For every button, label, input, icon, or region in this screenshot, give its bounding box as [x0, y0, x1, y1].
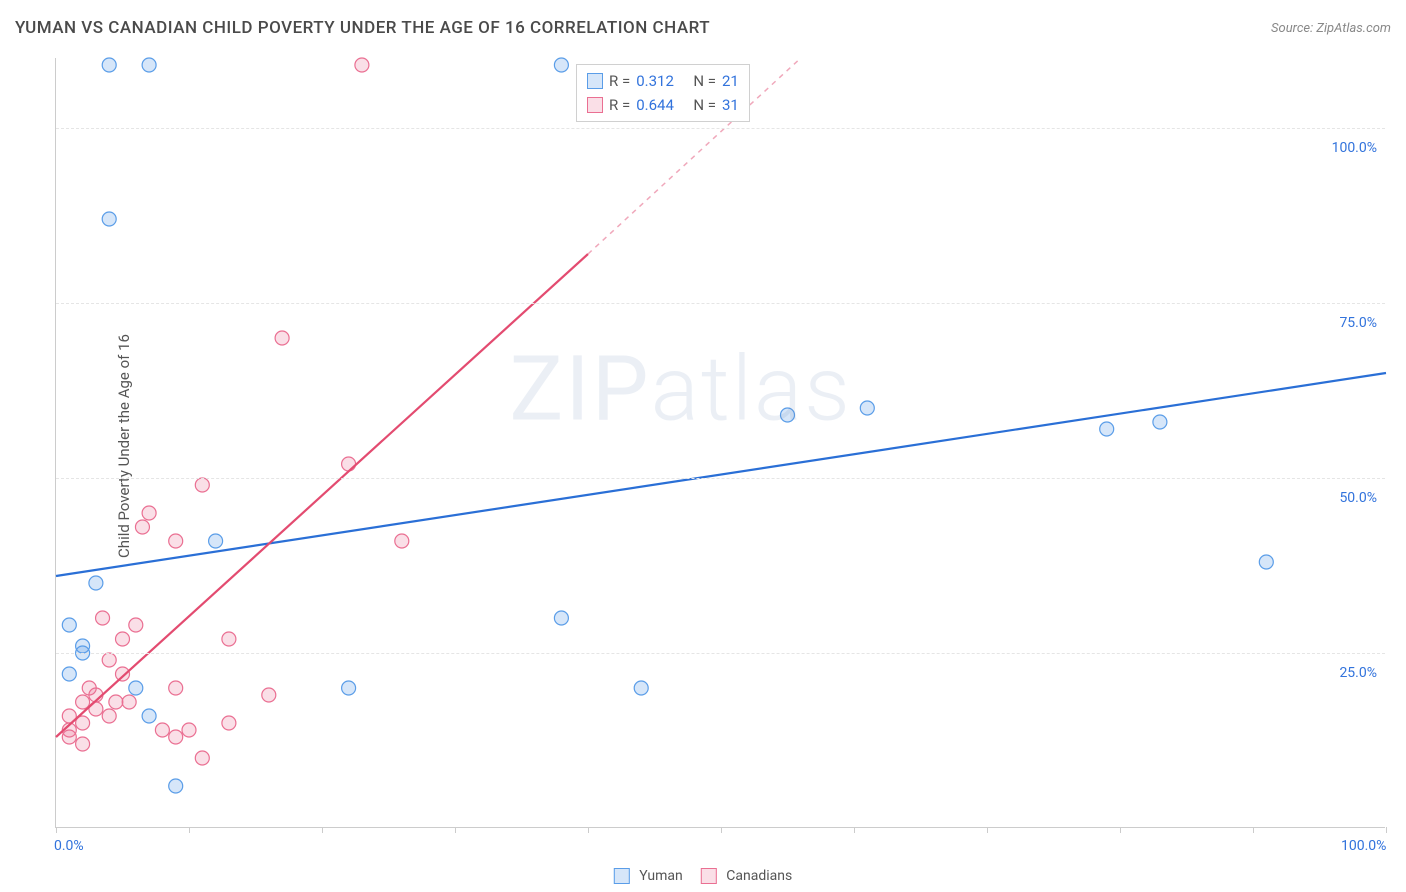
- data-point: [102, 58, 116, 72]
- trend-line: [56, 254, 588, 737]
- x-tick: [56, 827, 57, 833]
- x-tick: [1253, 827, 1254, 833]
- n-label: N =: [693, 72, 716, 90]
- data-point: [262, 688, 276, 702]
- x-tick: [854, 827, 855, 833]
- data-point: [554, 611, 568, 625]
- plot-area: 25.0%50.0%75.0%100.0% 0.0%100.0% ZIPatla…: [55, 58, 1385, 828]
- stats-swatch: [587, 73, 603, 89]
- header-row: YUMAN VS CANADIAN CHILD POVERTY UNDER TH…: [15, 18, 1391, 38]
- x-tick: [1386, 827, 1387, 833]
- swatch-canadians: [701, 868, 717, 884]
- y-tick-label: 100.0%: [1332, 140, 1377, 156]
- data-point: [781, 408, 795, 422]
- y-tick-label: 50.0%: [1339, 490, 1377, 506]
- n-label: N =: [693, 96, 716, 114]
- data-point: [169, 534, 183, 548]
- grid-line: [56, 128, 1385, 129]
- data-point: [1259, 555, 1273, 569]
- data-point: [1153, 415, 1167, 429]
- data-point: [182, 723, 196, 737]
- stats-swatch: [587, 97, 603, 113]
- data-point: [116, 632, 130, 646]
- data-point: [96, 611, 110, 625]
- x-tick: [189, 827, 190, 833]
- data-point: [554, 58, 568, 72]
- chart-svg: [56, 58, 1386, 828]
- data-point: [169, 779, 183, 793]
- x-tick: [721, 827, 722, 833]
- data-point: [102, 653, 116, 667]
- trend-line: [56, 373, 1386, 576]
- data-point: [155, 723, 169, 737]
- legend-item-canadians: Canadians: [701, 868, 792, 884]
- data-point: [342, 681, 356, 695]
- data-point: [222, 716, 236, 730]
- source-attribution: Source: ZipAtlas.com: [1271, 21, 1391, 36]
- data-point: [1100, 422, 1114, 436]
- data-point: [142, 58, 156, 72]
- data-point: [142, 506, 156, 520]
- data-point: [169, 681, 183, 695]
- grid-line: [56, 303, 1385, 304]
- data-point: [89, 576, 103, 590]
- y-tick-label: 25.0%: [1339, 665, 1377, 681]
- data-point: [634, 681, 648, 695]
- x-tick-label: 0.0%: [54, 838, 84, 854]
- grid-line: [56, 653, 1385, 654]
- data-point: [76, 695, 90, 709]
- x-tick: [987, 827, 988, 833]
- x-tick: [588, 827, 589, 833]
- chart-title: YUMAN VS CANADIAN CHILD POVERTY UNDER TH…: [15, 18, 710, 38]
- data-point: [116, 667, 130, 681]
- data-point: [135, 520, 149, 534]
- data-point: [169, 730, 183, 744]
- n-value: 31: [722, 96, 739, 114]
- data-point: [342, 457, 356, 471]
- data-point: [395, 534, 409, 548]
- legend-label-yuman: Yuman: [639, 868, 682, 884]
- data-point: [860, 401, 874, 415]
- data-point: [102, 709, 116, 723]
- series-legend: Yuman Canadians: [614, 868, 792, 884]
- swatch-yuman: [614, 868, 630, 884]
- data-point: [275, 331, 289, 345]
- data-point: [222, 632, 236, 646]
- data-point: [62, 667, 76, 681]
- data-point: [195, 478, 209, 492]
- grid-line: [56, 478, 1385, 479]
- stats-row: R = 0.644 N = 31: [587, 93, 739, 117]
- data-point: [129, 681, 143, 695]
- stats-legend: R = 0.312 N = 21R = 0.644 N = 31: [576, 64, 750, 122]
- y-tick-label: 75.0%: [1339, 315, 1377, 331]
- stats-row: R = 0.312 N = 21: [587, 69, 739, 93]
- r-label: R =: [609, 72, 630, 90]
- data-point: [109, 695, 123, 709]
- r-label: R =: [609, 96, 630, 114]
- data-point: [355, 58, 369, 72]
- data-point: [195, 751, 209, 765]
- x-tick: [455, 827, 456, 833]
- n-value: 21: [722, 72, 739, 90]
- data-point: [76, 737, 90, 751]
- x-tick-label: 100.0%: [1341, 838, 1386, 854]
- data-point: [102, 212, 116, 226]
- data-point: [62, 618, 76, 632]
- data-point: [129, 618, 143, 632]
- data-point: [122, 695, 136, 709]
- x-tick: [322, 827, 323, 833]
- r-value: 0.312: [636, 72, 674, 90]
- legend-label-canadians: Canadians: [726, 868, 792, 884]
- legend-item-yuman: Yuman: [614, 868, 683, 884]
- data-point: [142, 709, 156, 723]
- r-value: 0.644: [636, 96, 674, 114]
- data-point: [209, 534, 223, 548]
- x-tick: [1120, 827, 1121, 833]
